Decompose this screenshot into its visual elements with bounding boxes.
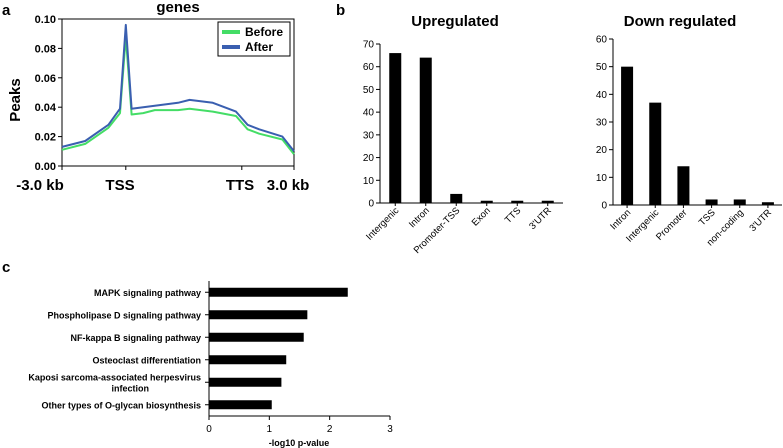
panel-c-category-label-nf-kappa-b-signaling-pathway: NF-kappa B signaling pathway [70, 333, 201, 343]
panel-b-up-ytick-label: 40 [363, 108, 375, 119]
panel-a-xtick-label-tts: TTS [226, 177, 254, 194]
panel-c-category-label-other-types-of-o-glycan-biosynthesis: Other types of O-glycan biosynthesis [41, 400, 201, 410]
panel-a-plot-frame [61, 18, 295, 167]
panel-b-down-ytick-label: 30 [596, 118, 608, 129]
panel-b-down-xtick-label-3-utr: 3'UTR [747, 207, 774, 234]
panel-c-category-label-kaposi-sarcoma-associated-herpesvirus: Kaposi sarcoma-associated herpesvirus [28, 372, 201, 382]
panel-b-up-title: Upregulated [411, 13, 499, 30]
panel-b-down-bar-tss [705, 199, 718, 205]
panel-b-down-bar-promoter [677, 166, 690, 205]
panel-c-bar-osteoclast-differentiation [209, 355, 287, 365]
panel-a-series-after-line [61, 23, 295, 152]
panel-c-xtick-label: 1 [267, 424, 273, 435]
panel-b-up-bar-intron [419, 57, 432, 203]
panel-c-pathway-chart: 0 1 2 3 MAPK signaling pathway Phospholipase … [28, 281, 393, 448]
panel-b-down-bars [621, 66, 774, 206]
panel-b-down-bar-intron [621, 66, 634, 206]
panel-c-category-label-osteoclast-differentiation: Osteoclast differentiation [92, 355, 201, 365]
panel-a-ytick-label: 0.02 [35, 132, 56, 144]
panel-b-up-xtick-label-3-utr: 3'UTR [527, 205, 554, 232]
panel-b-down-bar-non-coding [733, 199, 746, 205]
panel-b-up-bar-exon [480, 200, 493, 203]
panel-c-bar-mapk-signaling-pathway [209, 287, 348, 297]
panel-b-up-ytick-label: 0 [368, 199, 374, 210]
panel-a-ytick-label: 0.06 [35, 73, 56, 85]
panel-b-down-ytick-label: 60 [596, 35, 608, 46]
panel-a-line-chart: genes Peaks 0.00 0.02 0.04 0.06 0.08 0.10 -3.0… [7, 0, 309, 194]
panel-b-down-bar-intergenic [649, 102, 662, 205]
panel-c-category-label-phospholipase-d-signaling-pathway: Phospholipase D signaling pathway [47, 310, 201, 320]
panel-b-down-title: Down regulated [624, 13, 737, 30]
panel-b-up-ytick-label: 30 [363, 130, 375, 141]
panel-b-down-ytick-label: 20 [596, 145, 608, 156]
panel-b-down-bar-3-utr [761, 202, 774, 205]
panel-a-xtick-label-tss: TSS [105, 177, 134, 194]
panel-b-up-ytick-label: 70 [363, 40, 375, 51]
panel-b-up-xtick-label-intergenic: Intergenic [364, 205, 401, 242]
panel-a-ytick-label: 0.08 [35, 43, 56, 55]
panel-a-ytick-label: 0.10 [35, 14, 56, 26]
panel-b-down-ytick-label: 10 [596, 173, 608, 184]
panel-c-category-label-mapk-signaling-pathway: MAPK signaling pathway [94, 288, 201, 298]
panel-b-up-xtick-label-intron: Intron [407, 205, 432, 230]
panel-c-category-label-infection: infection [112, 383, 150, 393]
panel-a-series-before-line [61, 35, 295, 155]
panel-b-up-xtick-label-tts: TTS [503, 205, 523, 225]
panel-c-bar-other-types-of-o-glycan-biosynthesis [209, 400, 272, 410]
panel-b-down-xtick-label-promoter: Promoter [654, 207, 689, 242]
panel-a-ytick-label: 0.00 [35, 161, 56, 173]
panel-c-xtick-label: 2 [327, 424, 333, 435]
panel-b-up-ytick-label: 10 [363, 176, 375, 187]
panel-b-up-ytick-label: 50 [363, 85, 375, 96]
panel-label-c: c [2, 259, 10, 276]
panel-b-up-bar-intergenic [389, 53, 402, 204]
panel-c-axes: 0 1 2 3 MAPK signaling pathway Phospholipase … [28, 281, 393, 435]
panel-c-xlabel: -log10 p-value [269, 438, 330, 448]
panel-c-bar-nf-kappa-b-signaling-pathway [209, 332, 304, 342]
panel-c-bars [209, 287, 348, 410]
panel-label-b: b [336, 2, 345, 19]
panel-b-up-bar-tts [511, 200, 524, 203]
panel-b-up-bar-3-utr [541, 200, 554, 203]
panel-a-axes: 0.00 0.02 0.04 0.06 0.08 0.10 -3.0 kb TSS TTS 3.0… [16, 14, 309, 194]
panel-b-down-ytick-label: 40 [596, 90, 608, 101]
panel-b-down-ytick-label: 50 [596, 62, 608, 73]
panel-b-down-ytick-label: 0 [601, 201, 607, 212]
panel-b-up-xtick-label-exon: Exon [470, 205, 493, 228]
panel-c-bar-kaposi-sarcoma-associated-herpesvirus-infection [209, 377, 282, 387]
panel-b-down-xtick-label-intron: Intron [608, 207, 633, 232]
panel-c-xtick-label: 0 [206, 424, 212, 435]
panel-a-legend-box [217, 21, 291, 57]
panel-a-xtick-label-3-0-kb: 3.0 kb [267, 177, 310, 194]
panel-b-down-xtick-label-tss: TSS [697, 207, 718, 228]
panel-b-up-ytick-label: 60 [363, 62, 375, 73]
panel-b-upregulated-chart: Upregulated 0 10 20 30 40 50 60 70 Intergenic Int… [363, 13, 563, 256]
panel-a-series [61, 23, 295, 155]
panel-c-bar-phospholipase-d-signaling-pathway [209, 310, 308, 320]
panel-c-xtick-label: 3 [387, 424, 393, 435]
panel-a-title: genes [156, 0, 199, 16]
panel-b-up-bars [389, 53, 554, 204]
panel-b-downregulated-chart: Down regulated 0102030405060IntronInterg… [596, 13, 782, 248]
panel-a-ytick-label: 0.04 [35, 102, 57, 114]
panel-a-legend-label-after: After [245, 40, 273, 54]
panel-a-ylabel: Peaks [7, 78, 24, 121]
panel-label-a: a [2, 2, 11, 19]
panel-a-legend-label-before: Before [245, 25, 283, 39]
panel-b-up-bar-promoter-tss [450, 193, 463, 203]
panel-a-xtick-label-3-0-kb: -3.0 kb [16, 177, 64, 194]
panel-b-up-ytick-label: 20 [363, 153, 375, 164]
